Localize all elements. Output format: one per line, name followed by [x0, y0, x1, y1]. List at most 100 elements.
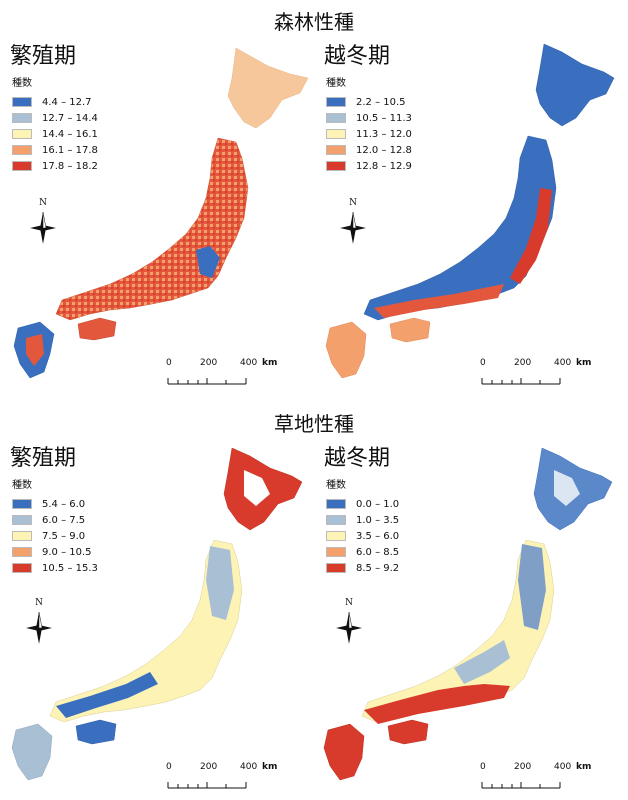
map-panel-forest-winter: 越冬期 種数 2.2 – 10.5 10.5 – 11.3 11.3 – 12.…: [314, 38, 628, 398]
kyushu-inner: [26, 334, 44, 366]
compass-rose-icon: [340, 211, 366, 244]
legend-row: 5.4 – 6.0: [12, 496, 98, 512]
japan-map-forest-breeding: [13, 47, 309, 379]
scale-label: 0: [480, 358, 486, 368]
legend-label: 12.7 – 14.4: [42, 112, 98, 124]
legend-swatch: [326, 161, 346, 171]
scale-ticks-icon: [481, 782, 561, 789]
compass-rose-icon: [30, 211, 56, 244]
season-title: 繁殖期: [10, 44, 77, 69]
map-panel-forest-breeding: 繁殖期 種数 4.4 – 12.7 12.7 – 14.4 14.4 – 16.…: [0, 38, 314, 398]
season-title: 越冬期: [324, 446, 391, 471]
scale-label: 400: [554, 762, 572, 772]
legend: 種数 5.4 – 6.0 6.0 – 7.5 7.5 – 9.0 9.0 – 1…: [12, 476, 98, 576]
scale-label: 200: [514, 358, 532, 368]
legend-row: 6.0 – 8.5: [326, 544, 399, 560]
legend-row: 7.5 – 9.0: [12, 528, 98, 544]
north-arrow-icon: N: [332, 598, 366, 650]
legend-row: 2.2 – 10.5: [326, 94, 412, 110]
legend-label: 10.5 – 11.3: [356, 112, 412, 124]
scale-unit: km: [576, 762, 592, 772]
scale-label: 200: [200, 358, 218, 368]
legend-label: 8.5 – 9.2: [356, 562, 400, 574]
scale-bar: 0 200 400 km: [166, 762, 286, 790]
scale-ticks-icon: [167, 782, 247, 789]
western-honshu-blue: [56, 672, 158, 718]
legend-title: 種数: [12, 78, 32, 89]
legend-label: 12.8 – 12.9: [356, 160, 412, 172]
legend-title: 種数: [326, 78, 346, 89]
map-panel-grassland-breeding: 繁殖期 種数 5.4 – 6.0 6.0 – 7.5 7.5 – 9.0 9.0…: [0, 440, 314, 800]
legend-swatch: [12, 547, 32, 557]
kyushu-region: [325, 321, 367, 379]
north-label: N: [35, 598, 43, 608]
legend-row: 9.0 – 10.5: [12, 544, 98, 560]
north-label: N: [39, 198, 47, 208]
legend-label: 5.4 – 6.0: [42, 498, 86, 510]
scale-ticks-icon: [481, 378, 561, 385]
legend-swatch: [12, 499, 32, 509]
legend-swatch: [326, 531, 346, 541]
shikoku-region: [389, 317, 431, 343]
legend-title: 種数: [326, 480, 346, 491]
north-arrow-icon: N: [336, 198, 370, 250]
legend-row: 17.8 – 18.2: [12, 158, 98, 174]
legend-row: 14.4 – 16.1: [12, 126, 98, 142]
legend-row: 10.5 – 11.3: [326, 110, 412, 126]
japan-map-grassland-winter: [323, 447, 613, 781]
legend-label: 14.4 – 16.1: [42, 128, 98, 140]
legend-label: 9.0 – 10.5: [42, 546, 92, 558]
scale-label: 400: [240, 358, 258, 368]
scale-unit: km: [262, 358, 278, 368]
honshu-region: [49, 539, 243, 723]
legend-swatch: [326, 145, 346, 155]
central-gray-band: [454, 640, 510, 684]
scale-bar: 0 200 400 km: [480, 762, 600, 790]
north-label: N: [345, 598, 353, 608]
legend-row: 0.0 – 1.0: [326, 496, 399, 512]
legend-row: 10.5 – 15.3: [12, 560, 98, 576]
legend-label: 0.0 – 1.0: [356, 498, 400, 510]
kyushu-region: [11, 723, 53, 781]
legend: 種数 2.2 – 10.5 10.5 – 11.3 11.3 – 12.0 12…: [326, 74, 412, 174]
legend-title: 種数: [12, 480, 32, 491]
compass-rose-icon: [26, 611, 52, 644]
legend-row: 12.7 – 14.4: [12, 110, 98, 126]
scale-label: 0: [166, 358, 172, 368]
scale-label: 400: [554, 358, 572, 368]
legend-label: 6.0 – 8.5: [356, 546, 400, 558]
legend-swatch: [326, 113, 346, 123]
legend-swatch: [12, 145, 32, 155]
legend-label: 1.0 – 3.5: [356, 514, 400, 526]
legend-label: 6.0 – 7.5: [42, 514, 86, 526]
japan-map-forest-winter: [325, 43, 615, 379]
group-title-forest: 森林性種: [274, 10, 354, 34]
compass-rose-icon: [336, 611, 362, 644]
legend-row: 11.3 – 12.0: [326, 126, 412, 142]
legend-swatch: [326, 97, 346, 107]
southwest-red-band: [364, 684, 510, 724]
japan-map-grassland-breeding: [11, 447, 303, 781]
scale-label: 400: [240, 762, 258, 772]
northern-honshu-blue: [518, 544, 546, 630]
northern-honshu-gray: [206, 546, 234, 620]
legend-label: 16.1 – 17.8: [42, 144, 98, 156]
legend-swatch: [12, 97, 32, 107]
shikoku-region: [75, 719, 117, 745]
north-arrow-icon: N: [26, 198, 60, 250]
shikoku-region: [387, 719, 429, 745]
pacific-coast-red: [510, 188, 552, 284]
scale-unit: km: [262, 762, 278, 772]
legend-row: 12.0 – 12.8: [326, 142, 412, 158]
legend: 種数 4.4 – 12.7 12.7 – 14.4 14.4 – 16.1 16…: [12, 74, 98, 174]
kanto-blue-patch: [196, 246, 220, 278]
legend-swatch: [12, 113, 32, 123]
scale-label: 0: [166, 762, 172, 772]
scale-ticks-icon: [167, 378, 247, 385]
scale-label: 0: [480, 762, 486, 772]
legend-label: 11.3 – 12.0: [356, 128, 412, 140]
scale-unit: km: [576, 358, 592, 368]
legend-label: 4.4 – 12.7: [42, 96, 92, 108]
legend-row: 1.0 – 3.5: [326, 512, 399, 528]
legend-swatch: [326, 547, 346, 557]
